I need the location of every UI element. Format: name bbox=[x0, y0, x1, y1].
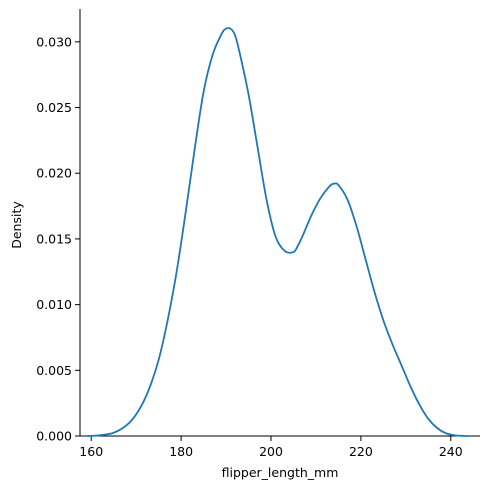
y-tick-label: 0.005 bbox=[36, 363, 72, 378]
x-tick-label: 220 bbox=[349, 444, 373, 459]
y-tick-label: 0.020 bbox=[36, 166, 72, 181]
x-tick-label: 240 bbox=[439, 444, 463, 459]
y-axis-ticks: 0.000 0.005 0.010 0.015 0.020 0.025 0.030 bbox=[36, 34, 80, 444]
y-axis-label: Density bbox=[9, 201, 24, 249]
y-tick-label: 0.025 bbox=[36, 100, 72, 115]
y-tick-label: 0.000 bbox=[36, 429, 72, 444]
y-tick-label: 0.015 bbox=[36, 231, 72, 246]
density-series-line bbox=[85, 27, 470, 437]
x-tick-label: 160 bbox=[79, 444, 103, 459]
x-tick-label: 180 bbox=[169, 444, 193, 459]
x-axis-label: flipper_length_mm bbox=[222, 465, 339, 480]
x-axis-ticks: 160 180 200 220 240 bbox=[79, 436, 463, 459]
y-tick-label: 0.030 bbox=[36, 34, 72, 49]
series-group bbox=[85, 27, 470, 437]
x-tick-label: 200 bbox=[259, 444, 283, 459]
y-tick-label: 0.010 bbox=[36, 297, 72, 312]
